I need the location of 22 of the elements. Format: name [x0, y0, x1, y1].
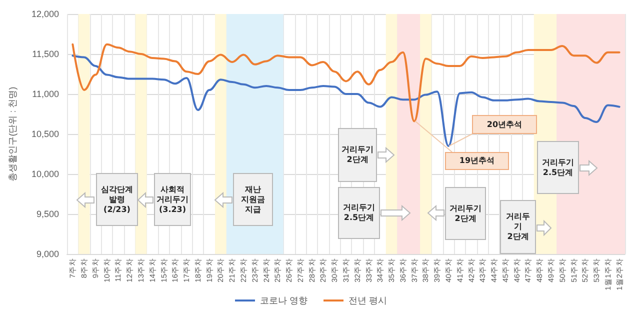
- note-box: 거리두기 2단계: [445, 187, 486, 240]
- note-box: 심각단계 발령 (2/23): [96, 173, 138, 226]
- note-box: 20년추석: [472, 115, 537, 134]
- note-box: 재난 지원금 지급: [233, 173, 273, 226]
- legend-label: 코로나 영향: [260, 296, 308, 306]
- y-axis-title: 총생활인구(단위 : 천명): [8, 86, 18, 182]
- line-series: [72, 43, 620, 122]
- note-box: 거리두기 2.5단계: [338, 187, 380, 239]
- note-box: 사회적 거리두기 (3.23): [154, 173, 191, 226]
- y-tick-label: 10,000: [31, 169, 59, 179]
- y-tick-label: 10,500: [31, 129, 59, 139]
- note-box: 거리두기 2.5단계: [537, 141, 579, 194]
- y-tick-label: 11,500: [32, 49, 59, 59]
- note-box: 19년추석: [445, 152, 509, 170]
- note-box: 거리두기 2단계: [338, 128, 377, 182]
- y-tick-label: 9,000: [36, 249, 59, 259]
- legend-label: 전년 평시: [348, 296, 388, 306]
- y-tick-label: 11,000: [32, 89, 59, 99]
- line-series: [72, 54, 620, 147]
- y-tick-label: 9,500: [36, 209, 59, 219]
- y-tick-label: 12,000: [31, 9, 59, 19]
- note-box: 거리두 기 2단계: [500, 200, 536, 254]
